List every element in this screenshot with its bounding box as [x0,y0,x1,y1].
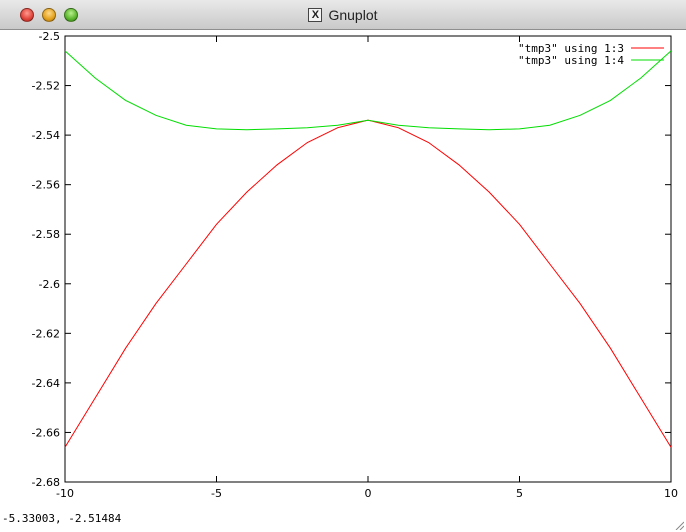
y-tick-label: -2.58 [32,228,60,241]
series-line-1 [64,119,672,448]
plot-canvas[interactable]: -2.5 -2.52 -2.54 -2.56 -2.58 -2.6 -2.62 -2.64 -2… [0,30,686,512]
x11-icon: X [308,8,323,22]
window-title-wrap: X Gnuplot [0,0,686,30]
x-tick-label: 0 [365,487,372,500]
title-bar[interactable]: X Gnuplot [0,0,686,30]
y-tick-label: -2.5 [39,30,60,43]
minimize-button[interactable] [42,8,56,22]
legend-label: "tmp3" using 1:4 [518,54,624,67]
y-tick-label: -2.62 [32,327,60,340]
legend: "tmp3" using 1:3"tmp3" using 1:4 [518,42,664,67]
y-tick-label: -2.68 [32,476,60,489]
y-tick-label: -2.56 [32,179,60,192]
x-tick-label: 5 [516,487,523,500]
legend-label: "tmp3" using 1:3 [518,42,624,55]
y-tick-label: -2.52 [32,80,60,93]
cursor-coordinates: -5.33003, -2.51484 [2,512,122,525]
y-tick-label: -2.64 [32,377,60,390]
series-line-2 [64,50,672,131]
window-title: Gnuplot [328,7,378,23]
x-tick-label: -5 [211,487,222,500]
series-lines [64,50,672,448]
zoom-button[interactable] [64,8,78,22]
y-tick-label: -2.66 [32,426,60,439]
axes: -2.5 -2.52 -2.54 -2.56 -2.58 -2.6 -2.62 -2.64 -2… [32,30,678,500]
plot-border [64,35,672,483]
x-tick-label: 10 [664,487,678,500]
resize-grip-icon[interactable] [674,520,684,530]
x-tick-label: -10 [56,487,74,500]
y-tick-label: -2.54 [32,129,60,142]
y-tick-label: -2.6 [39,278,60,291]
close-button[interactable] [20,8,34,22]
